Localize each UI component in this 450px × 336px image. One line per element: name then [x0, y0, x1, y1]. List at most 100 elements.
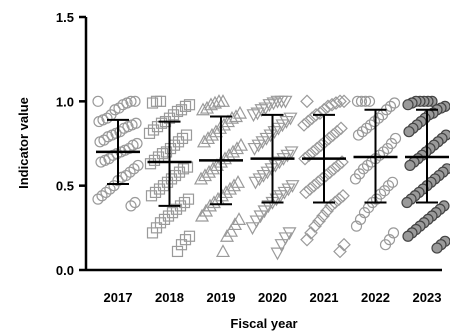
data-point: [278, 95, 293, 109]
data-point: [211, 94, 227, 107]
data-point: [94, 136, 106, 148]
data-point: [351, 95, 364, 107]
data-point: [167, 109, 180, 121]
data-point: [221, 148, 237, 161]
data-point: [170, 203, 183, 215]
data-point: [171, 105, 184, 118]
data-point: [175, 239, 188, 251]
data-point: [129, 95, 141, 107]
data-point: [162, 210, 175, 222]
data-point: [144, 158, 157, 170]
data-point: [255, 136, 270, 150]
data-point: [267, 126, 282, 139]
data-point: [363, 95, 376, 107]
data-point: [313, 106, 327, 120]
data-point: [215, 244, 231, 258]
data-point: [402, 99, 414, 111]
data-point: [231, 212, 247, 225]
data-point: [275, 119, 290, 133]
data-point: [216, 117, 232, 131]
data-point: [337, 94, 351, 109]
data-point: [145, 190, 158, 202]
data-point: [166, 207, 179, 219]
data-point: [172, 136, 185, 148]
data-point: [204, 127, 220, 141]
data-point: [404, 159, 416, 172]
data-point: [199, 100, 215, 114]
data-point: [249, 215, 264, 229]
data-point: [384, 100, 397, 112]
data-point: [252, 173, 267, 187]
data-point: [248, 176, 263, 190]
data-point: [381, 142, 394, 155]
data-point: [352, 129, 365, 141]
data-point: [268, 159, 283, 173]
mean-sd-layer: [96, 108, 449, 207]
x-tick-label: 2021: [310, 290, 339, 305]
data-point: [402, 230, 414, 242]
y-tick-label: 0.0: [56, 263, 74, 278]
x-tick-label: 2018: [155, 290, 184, 305]
x-tick-label: 2023: [413, 290, 442, 305]
data-point: [300, 94, 314, 109]
x-axis-title: Fiscal year: [230, 316, 297, 331]
data-point: [320, 204, 334, 218]
data-point: [92, 95, 104, 107]
data-point: [333, 94, 347, 109]
data-point: [143, 127, 156, 139]
data-point: [161, 176, 174, 188]
data-point: [356, 126, 369, 138]
data-point: [206, 195, 222, 209]
data-point: [285, 180, 300, 193]
data-point: [171, 245, 184, 258]
data-point: [355, 95, 368, 107]
data-point: [128, 163, 140, 175]
data-point: [246, 109, 261, 123]
data-point: [100, 186, 112, 199]
data-point: [325, 97, 339, 112]
data-point: [210, 191, 226, 205]
data-point: [147, 124, 160, 136]
data-point: [316, 209, 330, 223]
data-point: [178, 196, 191, 209]
data-point: [298, 151, 312, 166]
data-point: [349, 173, 362, 185]
data-point: [300, 232, 314, 247]
data-point: [202, 198, 218, 212]
data-point: [180, 129, 193, 141]
x-tick-label: 2019: [207, 290, 236, 305]
data-point: [155, 117, 168, 129]
data-point: [281, 183, 296, 197]
data-point: [226, 178, 242, 192]
data-point: [102, 131, 114, 143]
data-point: [299, 185, 313, 200]
data-point: [359, 95, 372, 107]
data-point: [177, 163, 190, 175]
data-point: [280, 149, 295, 163]
data-point: [124, 166, 136, 178]
data-point: [165, 173, 178, 185]
data-point: [148, 154, 161, 166]
data-point: [183, 230, 196, 242]
data-point: [194, 208, 210, 222]
data-point: [431, 242, 443, 254]
data-point: [228, 109, 244, 123]
data-point: [182, 193, 195, 205]
data-point: [151, 121, 164, 133]
data-point: [198, 203, 214, 217]
data-point: [207, 95, 223, 109]
y-ticks-layer: 0.0 0.5 1.0 1.5: [56, 10, 86, 278]
data-point: [324, 199, 338, 213]
data-point: [108, 180, 120, 192]
data-point: [176, 132, 189, 145]
data-point: [270, 247, 285, 261]
x-tick-label: 2017: [104, 290, 133, 305]
data-point: [304, 226, 318, 240]
data-point: [229, 141, 245, 155]
data-point: [129, 196, 141, 209]
data-point: [201, 164, 217, 178]
data-point: [153, 183, 166, 195]
data-point: [329, 96, 343, 110]
data-point: [200, 131, 216, 145]
